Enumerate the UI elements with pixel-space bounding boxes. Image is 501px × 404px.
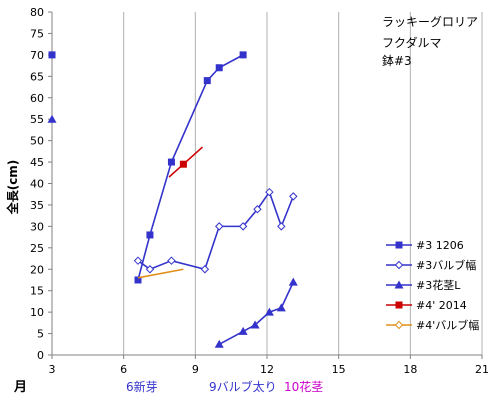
title-line-2: フクダルマ [382, 35, 442, 50]
y-tick-label-0: 0 [37, 349, 44, 362]
point-2-3 [264, 307, 274, 316]
y-tick-label-10: 10 [30, 306, 44, 319]
legend-item-2: #3花茎L [386, 279, 461, 292]
annotation-bulb-swelling: 9バルブ太り [209, 379, 277, 394]
title-block: ラッキーグロリア フクダルマ 鉢#3 [382, 15, 478, 68]
point-1-4 [215, 222, 224, 231]
point-1-2 [167, 256, 176, 265]
y-tick-label-5: 5 [37, 328, 44, 341]
point-1-7 [265, 187, 274, 197]
legend-label-4: #4'バルブ幅 [416, 318, 479, 332]
y-tick-label-50: 50 [30, 135, 44, 148]
point-2-5 [288, 277, 298, 286]
y-tick-label-60: 60 [30, 92, 44, 105]
y-tick-label-75: 75 [30, 27, 44, 40]
series-line-4 [137, 268, 184, 279]
legend-label-2: #3花茎L [416, 279, 461, 292]
y-tick-label-40: 40 [30, 178, 44, 191]
point-2-1 [238, 326, 248, 335]
x-tick-label-6: 6 [120, 363, 127, 376]
legend-swatch-marker-4 [394, 320, 404, 330]
legend-item-1: #3バルブ幅 [386, 258, 476, 272]
series-3 [168, 146, 204, 178]
title-line-1: ラッキーグロリア [382, 15, 478, 29]
series-layer [47, 51, 298, 348]
x-axis-label: 月 [13, 380, 27, 395]
title-line-3: 鉢#3 [382, 54, 412, 68]
annotation-new-bud: 6新芽 [126, 379, 158, 394]
y-tick-label-65: 65 [30, 70, 44, 83]
legend-label-1: #3バルブ幅 [416, 258, 476, 272]
gridlines [123, 12, 483, 355]
point-0-2 [167, 158, 175, 166]
x-tick-label-12: 12 [260, 363, 274, 376]
series-line-2 [218, 281, 295, 345]
series-1 [133, 187, 298, 274]
y-tick-label-25: 25 [30, 242, 44, 255]
event-annotations: 6新芽 9バルブ太り 10花茎 [126, 379, 323, 394]
point-0-1 [146, 231, 154, 239]
x-tick-label-18: 18 [403, 363, 417, 376]
legend-item-3: #4' 2014 [386, 299, 467, 312]
y-tick-label-70: 70 [30, 49, 44, 62]
legend: #3 1206 #3バルブ幅 #3花茎L #4' 2014 #4'バルブ幅 [386, 239, 479, 332]
point-0-3 [203, 77, 211, 85]
series-0 [134, 51, 247, 284]
point-2-2 [250, 320, 260, 329]
legend-swatch-marker-1 [394, 260, 404, 270]
point-0-5 [239, 51, 247, 59]
x-tick-label-15: 15 [332, 363, 346, 376]
y-axis-label: 全長(cm) [5, 160, 20, 216]
point-1-1 [145, 265, 155, 274]
point-1-3 [200, 265, 210, 274]
series-2 [214, 277, 298, 348]
point-0-4 [215, 64, 223, 72]
legend-label-3: #4' 2014 [416, 299, 467, 312]
point-2-4 [276, 303, 286, 312]
point-1-8 [277, 222, 286, 231]
legend-swatch-marker-2 [394, 280, 404, 289]
x-tick-label-9: 9 [192, 363, 199, 376]
y-tick-labels: 0 5 10 15 20 25 30 35 40 45 50 55 60 65 70 75 80 [30, 6, 44, 362]
point-1-6 [253, 205, 262, 214]
y-tick-label-20: 20 [30, 263, 44, 276]
legend-item-0: #3 1206 [386, 239, 464, 252]
x-tick-label-21: 21 [475, 363, 489, 376]
x-tick-label-3: 3 [49, 363, 56, 376]
y-tick-label-45: 45 [30, 156, 44, 169]
series-line-1 [137, 190, 295, 271]
y-tick-label-15: 15 [30, 285, 44, 298]
point-0-0 [134, 276, 142, 284]
annotation-flower-stalk: 10花茎 [284, 379, 323, 394]
point-3-1 [179, 160, 187, 168]
y-tick-label-30: 30 [30, 220, 44, 233]
legend-label-0: #3 1206 [416, 239, 464, 252]
series-line-0 [137, 54, 244, 281]
y-tick-label-35: 35 [30, 199, 44, 212]
y-tick-label-55: 55 [30, 113, 44, 126]
legend-swatch-marker-0 [395, 241, 403, 249]
legend-swatch-marker-3 [395, 301, 403, 309]
x-tick-labels: 3 6 9 12 15 18 21 [49, 363, 490, 376]
y-tick-label-80: 80 [30, 6, 44, 19]
edge-marker-1 [47, 114, 57, 123]
point-2-0 [214, 339, 224, 348]
edge-marker-0 [48, 51, 56, 59]
point-1-5 [238, 222, 248, 231]
legend-item-4: #4'バルブ幅 [386, 318, 479, 332]
series-4 [137, 268, 184, 279]
point-1-9 [289, 192, 298, 201]
point-1-0 [133, 256, 143, 265]
